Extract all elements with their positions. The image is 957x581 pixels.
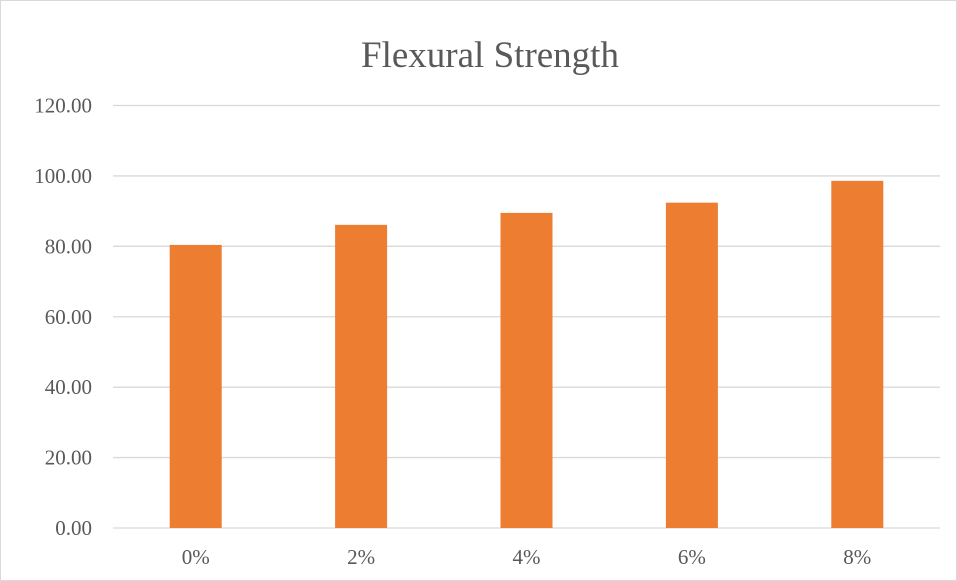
x-tick-label: 2% [347,545,375,569]
x-tick-label: 0% [182,545,210,569]
y-tick-label: 60.00 [45,305,92,329]
bar [335,224,388,528]
y-tick-label: 20.00 [45,446,92,470]
y-tick-label: 80.00 [45,234,92,258]
y-tick-label: 40.00 [45,375,92,399]
y-tick-label: 0.00 [55,516,92,540]
y-tick-label: 120.00 [34,94,92,118]
bar [665,202,718,529]
bar [831,180,884,529]
x-tick-label: 4% [513,545,541,569]
bar [169,244,222,529]
y-axis-tick-labels: 0.00 20.00 40.00 60.00 80.00 100.00 120.00 [34,94,92,541]
x-tick-label: 6% [678,545,706,569]
chart-title: Flexural Strength [361,35,619,76]
bars [169,180,884,529]
x-axis-tick-labels: 0% 2% 4% 6% 8% [182,545,872,569]
bar [500,212,553,528]
y-tick-label: 100.00 [34,164,92,188]
x-tick-label: 8% [843,545,871,569]
